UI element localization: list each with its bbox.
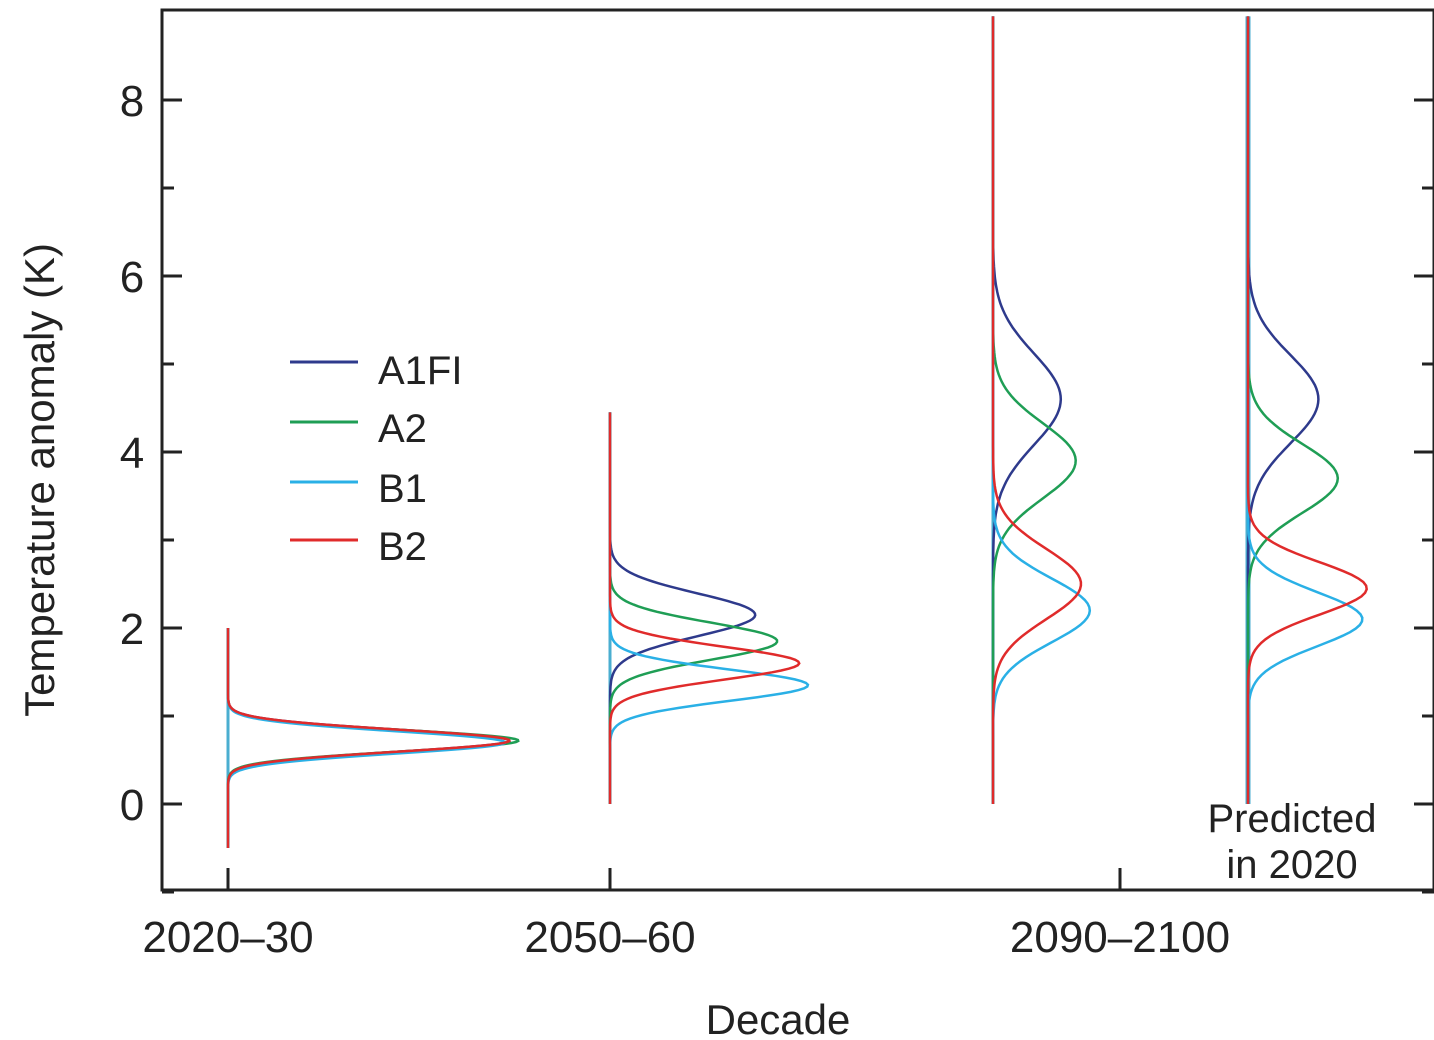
- y-axis-ticks: [162, 98, 1434, 894]
- curve-a2-group-2: [991, 16, 1077, 804]
- x-tick-label-2090-2100: 2090–2100: [1010, 913, 1230, 962]
- density-curves: [226, 16, 1368, 848]
- curve-a1fi-group-1: [608, 412, 757, 804]
- curve-a1fi-group-0: [226, 628, 511, 848]
- legend-label-a1fi: A1FI: [378, 349, 462, 393]
- plot-frame: [160, 8, 1434, 892]
- curve-a2-group-1: [608, 412, 779, 804]
- curve-b2-group-1: [608, 412, 801, 804]
- x-tick-label-2020-30: 2020–30: [142, 913, 313, 962]
- curve-b1-group-3: [1246, 16, 1364, 804]
- y-tick-label-0: 0: [120, 781, 144, 830]
- legend-label-b1: B1: [378, 467, 427, 511]
- curve-b2-group-3: [1246, 16, 1368, 804]
- y-tick-label-4: 4: [120, 429, 144, 478]
- x-axis-ticks: [226, 868, 1122, 890]
- curve-a2-group-3: [1246, 16, 1340, 804]
- y-tick-label-8: 8: [120, 77, 144, 126]
- legend-label-a2: A2: [378, 407, 427, 451]
- curve-b1-group-0: [226, 628, 507, 848]
- curve-b2-group-2: [991, 16, 1083, 804]
- annotation-in-2020: in 2020: [1226, 843, 1357, 887]
- annotation-predicted: Predicted: [1208, 797, 1377, 841]
- x-tick-label-2050-60: 2050–60: [524, 913, 695, 962]
- legend: A1FI A2 B1 B2: [290, 349, 462, 569]
- y-axis-title: Temperature anomaly (K): [16, 243, 63, 717]
- x-axis-title: Decade: [706, 996, 851, 1040]
- y-tick-label-2: 2: [120, 605, 144, 654]
- y-tick-label-6: 6: [120, 253, 144, 302]
- curve-b1-group-2: [991, 16, 1092, 804]
- curve-a1fi-group-3: [1246, 16, 1320, 804]
- curve-b1-group-1: [608, 412, 810, 804]
- legend-label-b2: B2: [378, 525, 427, 569]
- curve-b2-group-0: [226, 628, 511, 848]
